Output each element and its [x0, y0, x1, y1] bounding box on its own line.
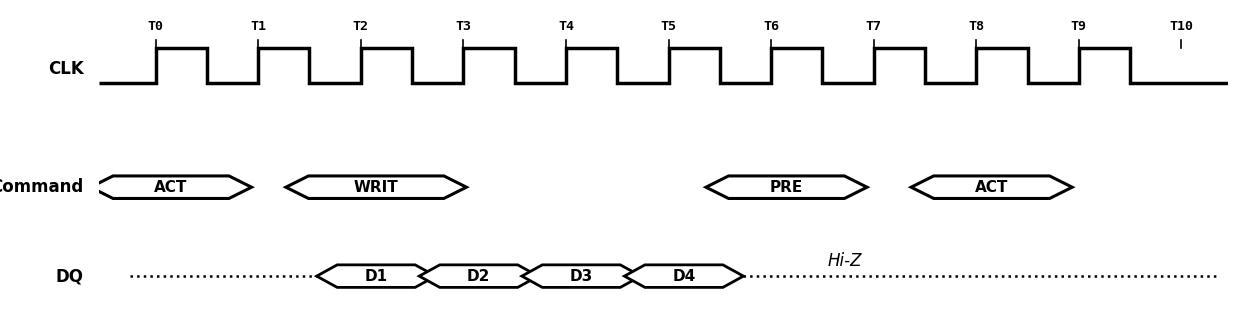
Text: PRE: PRE — [770, 180, 804, 195]
Polygon shape — [286, 176, 466, 198]
Text: T0: T0 — [148, 20, 164, 33]
Polygon shape — [522, 265, 641, 287]
Text: D2: D2 — [467, 269, 491, 284]
Text: DQ: DQ — [56, 267, 84, 285]
Text: T4: T4 — [558, 20, 574, 33]
Text: T1: T1 — [250, 20, 267, 33]
Text: WRIT: WRIT — [353, 180, 398, 195]
Text: Hi-Z: Hi-Z — [827, 252, 862, 270]
Text: T10: T10 — [1169, 20, 1193, 33]
Text: D4: D4 — [672, 269, 696, 284]
Text: Command: Command — [0, 178, 84, 196]
Text: T8: T8 — [968, 20, 985, 33]
Text: T6: T6 — [763, 20, 779, 33]
Text: T7: T7 — [866, 20, 882, 33]
Polygon shape — [911, 176, 1073, 198]
Polygon shape — [419, 265, 538, 287]
Text: D3: D3 — [569, 269, 593, 284]
Text: ACT: ACT — [154, 180, 187, 195]
Text: D1: D1 — [365, 269, 388, 284]
Text: T3: T3 — [455, 20, 471, 33]
Polygon shape — [706, 176, 867, 198]
Polygon shape — [91, 176, 252, 198]
Text: T9: T9 — [1071, 20, 1086, 33]
Text: ACT: ACT — [975, 180, 1008, 195]
Polygon shape — [625, 265, 744, 287]
Text: T2: T2 — [353, 20, 368, 33]
Text: CLK: CLK — [48, 60, 84, 78]
Text: T5: T5 — [661, 20, 677, 33]
Polygon shape — [316, 265, 435, 287]
